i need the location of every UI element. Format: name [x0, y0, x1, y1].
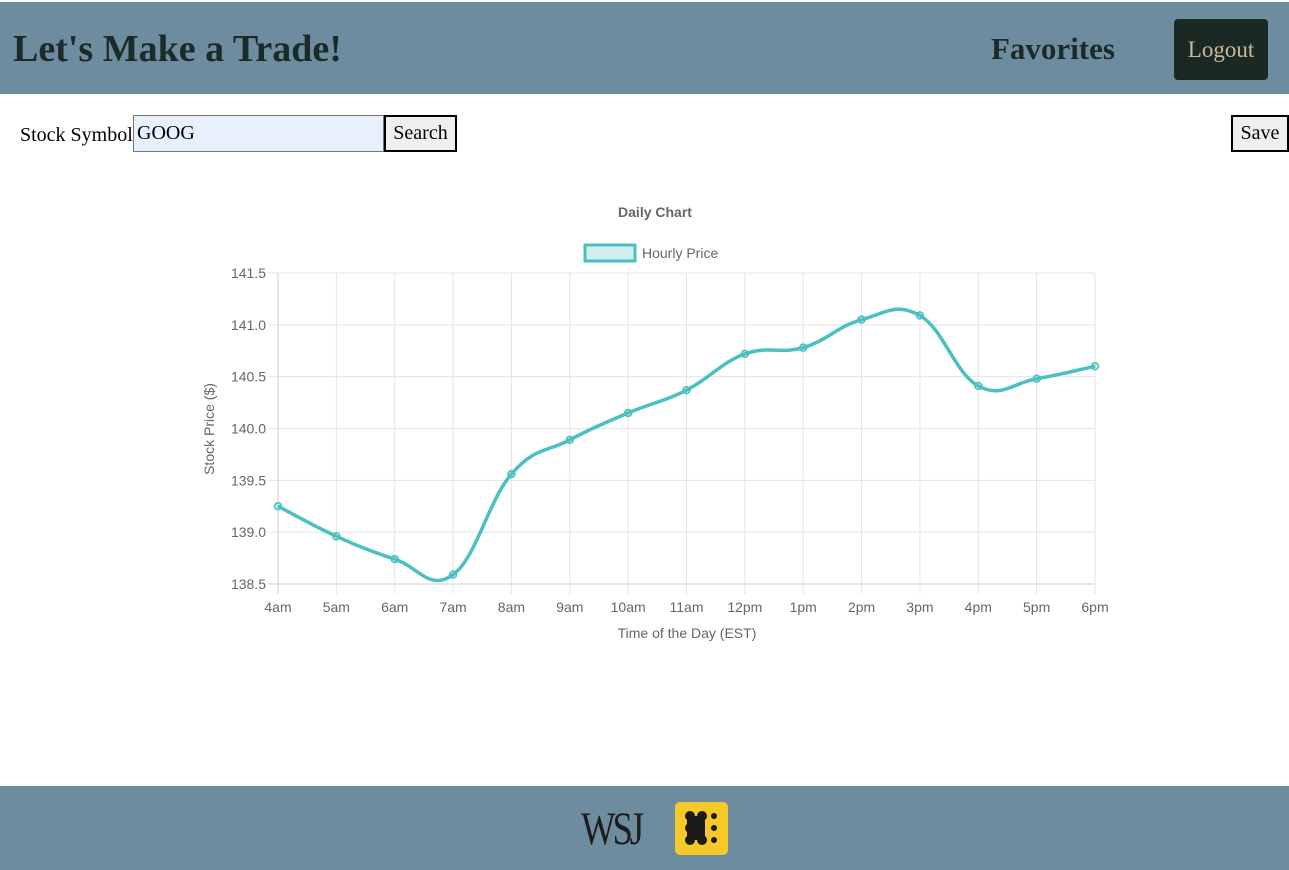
search-button[interactable]: Search — [384, 115, 457, 152]
x-tick-label: 5pm — [1023, 599, 1050, 615]
y-tick-label: 141.0 — [231, 317, 266, 333]
y-axis-label: Stock Price ($) — [201, 383, 217, 475]
x-tick-label: 10am — [611, 599, 646, 615]
stock-symbol-input[interactable] — [133, 115, 384, 152]
x-tick-label: 1pm — [790, 599, 817, 615]
data-point[interactable] — [448, 570, 458, 579]
x-axis-label: Time of the Day (EST) — [618, 625, 757, 641]
x-tick-label: 6pm — [1081, 599, 1108, 615]
x-tick-label: 8am — [498, 599, 525, 615]
x-tick-label: 12pm — [727, 599, 762, 615]
y-tick-label: 140.0 — [231, 421, 266, 437]
data-point[interactable] — [682, 385, 691, 395]
app-title: Let's Make a Trade! — [13, 28, 342, 70]
chart-title: Daily Chart — [618, 204, 692, 220]
chart-canvas: Daily Chart Hourly Price Stock Price ($)… — [201, 204, 1109, 641]
x-tick-label: 2pm — [848, 599, 875, 615]
x-tick-label: 6am — [381, 599, 408, 615]
app-header: Let's Make a Trade! Favorites Logout — [0, 2, 1289, 94]
x-tick-label: 4am — [264, 599, 291, 615]
data-point[interactable] — [507, 469, 516, 479]
x-tick-label: 5am — [323, 599, 350, 615]
x-tick-label: 4pm — [965, 599, 992, 615]
y-tick-label: 139.5 — [231, 472, 266, 488]
stock-symbol-label: Stock Symbol — [20, 124, 133, 146]
data-point[interactable] — [565, 435, 575, 445]
save-button[interactable]: Save — [1231, 115, 1289, 152]
data-point[interactable] — [740, 349, 750, 359]
y-tick-label: 140.5 — [231, 369, 266, 385]
x-tick-label: 9am — [556, 599, 583, 615]
data-point[interactable] — [1090, 362, 1100, 371]
daily-chart: Daily Chart Hourly Price Stock Price ($)… — [180, 190, 1120, 660]
data-point[interactable] — [915, 311, 925, 320]
y-tick-label: 139.0 — [231, 524, 266, 540]
y-tick-label: 141.5 — [231, 265, 266, 281]
app-footer — [0, 786, 1289, 870]
legend-label: Hourly Price — [642, 245, 718, 261]
data-point[interactable] — [798, 343, 808, 352]
logout-button[interactable]: Logout — [1174, 19, 1268, 80]
brand-logo-icon — [675, 802, 728, 855]
favorites-link[interactable]: Favorites — [991, 31, 1115, 66]
data-point[interactable] — [332, 532, 341, 541]
y-tick-label: 138.5 — [231, 576, 266, 592]
data-point[interactable] — [623, 408, 633, 418]
data-point[interactable] — [974, 381, 983, 391]
legend-swatch — [583, 243, 637, 263]
wsj-logo: WSJ — [581, 803, 644, 855]
data-point[interactable] — [273, 502, 283, 511]
data-point[interactable] — [857, 315, 866, 324]
data-point[interactable] — [1032, 374, 1041, 383]
data-point[interactable] — [390, 554, 399, 564]
x-tick-label: 3pm — [906, 599, 933, 615]
price-line — [277, 307, 1096, 583]
x-tick-label: 11am — [670, 599, 704, 615]
x-tick-label: 7am — [439, 599, 466, 615]
